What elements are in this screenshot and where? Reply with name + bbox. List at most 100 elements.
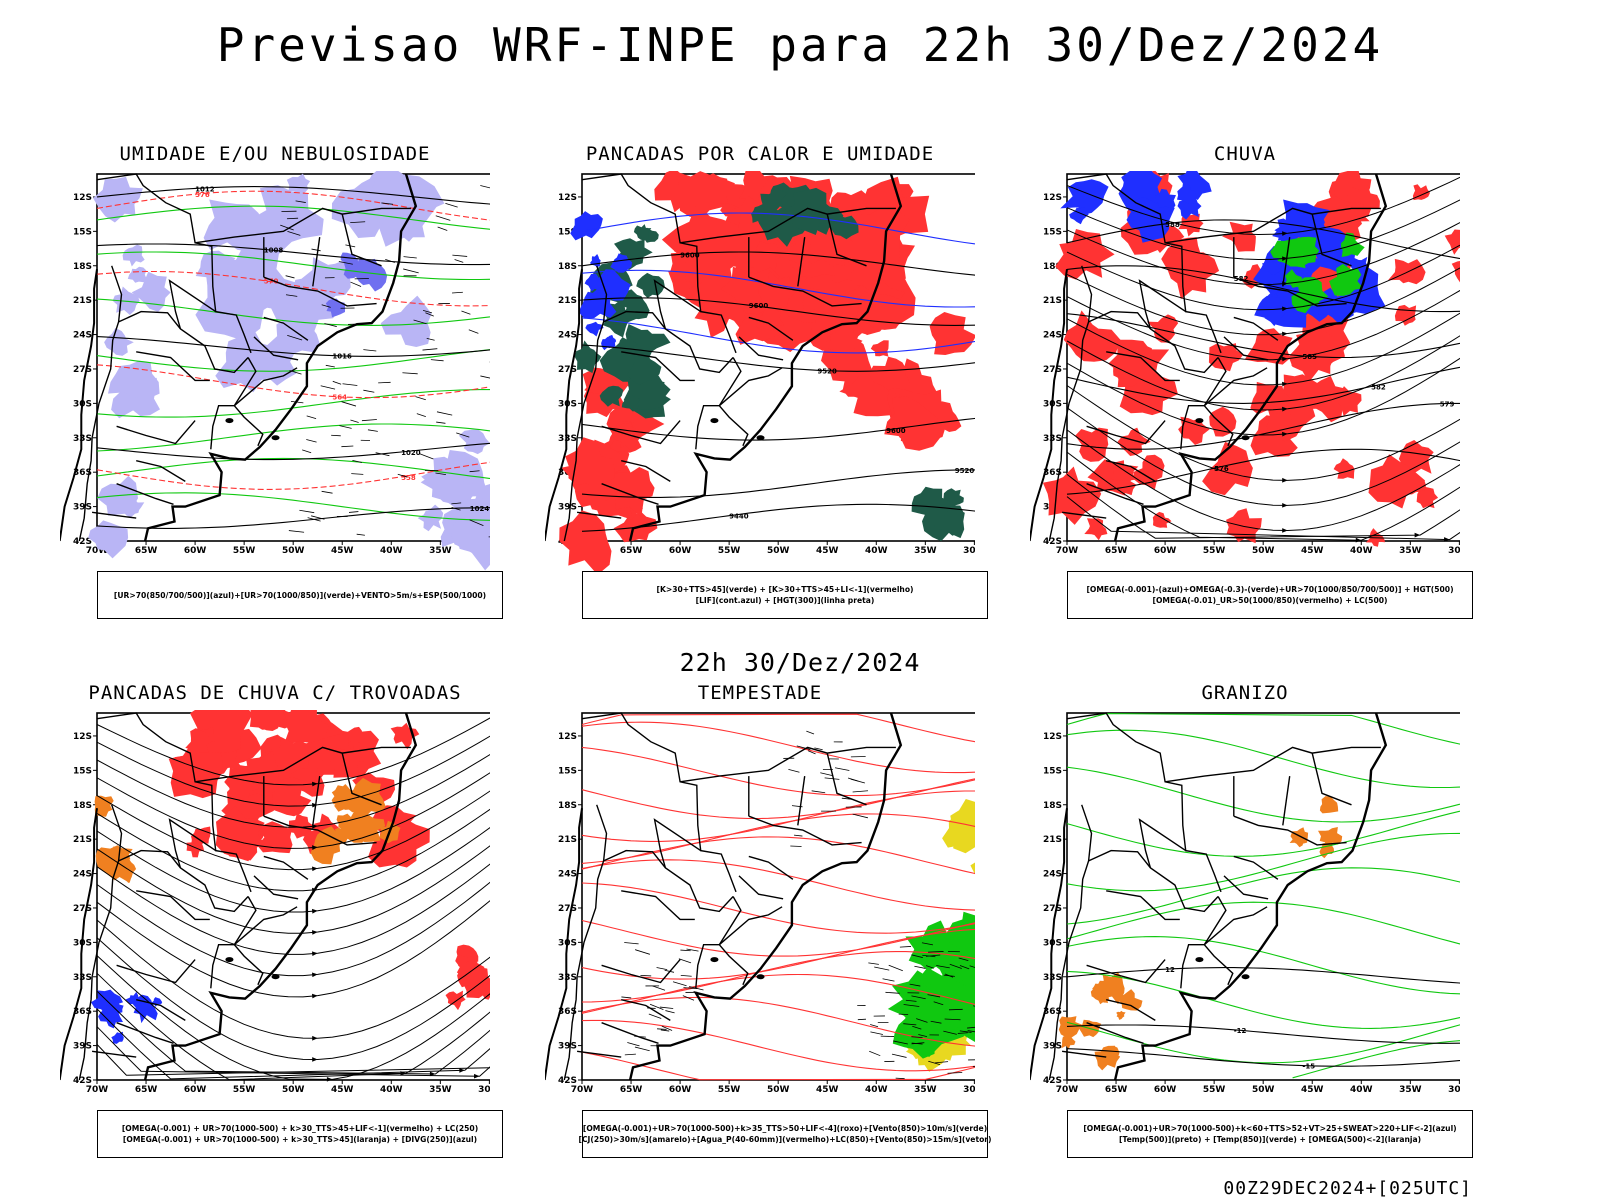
wind-vector <box>885 991 900 994</box>
wind-vector <box>807 750 816 755</box>
x-tick-label: 40W <box>865 1085 888 1095</box>
wind-vector <box>468 329 479 334</box>
contour-line <box>581 813 975 864</box>
wind-vector <box>934 1061 949 1064</box>
border-line <box>621 890 695 921</box>
wind-vector <box>930 1020 942 1024</box>
wind-vector <box>452 254 468 257</box>
wind-vector <box>451 502 462 505</box>
x-tick-label: 55W <box>1203 1085 1226 1095</box>
wind-vector <box>893 1040 908 1045</box>
storm-red-area <box>215 806 265 862</box>
y-tick-label: 27S <box>73 904 92 914</box>
geography <box>545 712 903 1081</box>
contour-line <box>581 469 975 498</box>
border-line <box>1066 712 1222 893</box>
legend-line: [OMEGA(-0.001)-(azul)+OMEGA(-0.3)-(verde… <box>1086 585 1454 594</box>
contour-line <box>96 298 490 326</box>
x-tick-label: 50W <box>282 546 305 556</box>
panel-title: TEMPESTADE <box>697 682 823 704</box>
coastline <box>143 173 418 542</box>
streamline-arrow <box>1282 231 1288 236</box>
x-tick-label: 55W <box>1203 546 1226 556</box>
wind-vector <box>435 472 446 476</box>
streamline-arrow <box>1282 306 1288 312</box>
border-line <box>718 896 742 946</box>
lake <box>1195 418 1204 424</box>
wind-vector <box>321 304 331 308</box>
wind-vector <box>969 965 975 968</box>
contour-label: 1008 <box>264 246 284 254</box>
streamline <box>1066 429 1460 532</box>
rain-red-area <box>1222 221 1256 252</box>
rain-red-area <box>1063 310 1121 362</box>
instability-red-area <box>758 270 790 313</box>
storm-red-area <box>270 781 312 817</box>
coastline <box>1113 173 1388 542</box>
geography <box>60 712 418 1081</box>
contour-label: 9600 <box>680 251 700 259</box>
storm-red-area <box>445 990 466 1011</box>
wind-vector <box>796 745 811 750</box>
lake <box>1241 974 1250 980</box>
main-title: Previsao WRF-INPE para 22h 30/Dez/2024 <box>216 18 1384 72</box>
contour-line <box>96 423 490 452</box>
rain-red-area <box>1209 406 1237 437</box>
border-line <box>621 999 671 1021</box>
humidity-mid-area <box>122 244 145 267</box>
jet-yellow-area <box>970 862 975 874</box>
wind-vector <box>352 459 363 463</box>
k-tts-green-area <box>633 224 652 241</box>
wind-vector <box>811 790 826 794</box>
streamline <box>96 1008 490 1080</box>
border-line <box>116 420 196 445</box>
wind-vector <box>285 275 295 279</box>
border-line <box>1066 173 1222 354</box>
border-line <box>621 351 695 382</box>
border-line <box>1233 276 1347 307</box>
contour-line <box>1066 766 1460 823</box>
border-line <box>563 265 608 542</box>
instability-red-area <box>559 510 612 571</box>
instability-red-area <box>607 467 655 517</box>
wind-vector <box>348 511 359 513</box>
wind-vector <box>341 401 357 407</box>
border-line <box>1233 316 1279 341</box>
border-line <box>118 310 249 374</box>
contour-line <box>581 344 975 372</box>
wind-vector <box>311 515 325 520</box>
streamline-arrow <box>312 951 318 956</box>
wind-vector <box>469 519 484 527</box>
streamline <box>1066 385 1460 481</box>
streamline <box>1066 312 1460 386</box>
streamline <box>96 735 490 807</box>
border-line <box>233 896 257 946</box>
x-tick-label: 65W <box>620 546 643 556</box>
y-tick-label: 39S <box>1043 1042 1062 1052</box>
storm-red-area <box>346 726 366 747</box>
rain-red-area <box>1108 339 1170 388</box>
wind-vector <box>302 449 312 454</box>
wind-vector <box>415 396 426 401</box>
contour-line <box>1066 448 1460 495</box>
border-line <box>581 712 737 893</box>
y-tick-label: 39S <box>73 1042 92 1052</box>
border-line <box>1233 855 1279 880</box>
wind-vector <box>363 389 375 393</box>
instability-red-area <box>868 356 911 391</box>
wind-vector <box>959 1030 972 1033</box>
x-tick-label: 30W <box>478 1085 490 1095</box>
border-line <box>92 511 137 519</box>
border-line <box>797 776 806 826</box>
wind-vector <box>911 954 923 958</box>
wind-vector <box>899 946 912 948</box>
x-tick-label: 65W <box>135 546 158 556</box>
y-tick-label: 27S <box>1043 365 1062 375</box>
border-line <box>1203 896 1227 946</box>
y-tick-label: 27S <box>558 904 577 914</box>
y-tick-label: 24S <box>558 870 577 880</box>
wind-vector <box>909 983 921 987</box>
border-line <box>1088 849 1219 913</box>
border-line <box>194 207 411 244</box>
tempest-fields <box>887 799 975 1072</box>
